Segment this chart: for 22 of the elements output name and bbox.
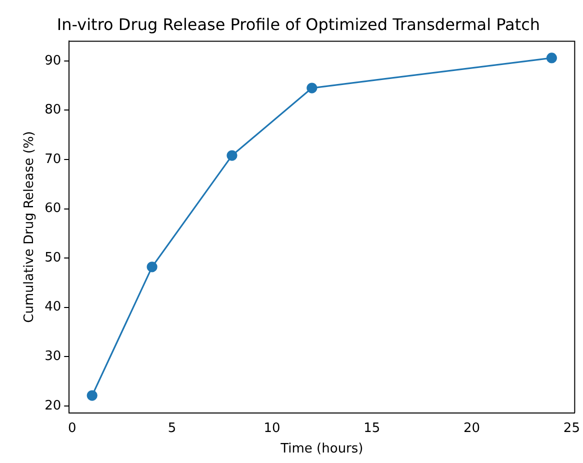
- point: [226, 150, 238, 161]
- x-tick-label: 10: [264, 420, 280, 436]
- x-tick-label: 25: [563, 420, 580, 436]
- y-tick-label: 50: [44, 250, 62, 266]
- point: [86, 390, 98, 401]
- y-tick-label: 30: [44, 348, 62, 364]
- y-axis-title: Cumulative Drug Release (%): [22, 131, 38, 323]
- y-tick-label: 40: [44, 300, 62, 315]
- x-axis-title: Time (hours): [280, 442, 364, 457]
- y-tick-label: 60: [44, 201, 62, 216]
- y-tick-label: 80: [44, 102, 62, 118]
- y-tick-label: 90: [44, 53, 62, 68]
- x-tick-label: 0: [68, 420, 76, 436]
- y-tick-label: 20: [44, 398, 62, 414]
- point: [546, 52, 558, 64]
- x-tick-label: 5: [168, 420, 176, 436]
- y-tick-label: 70: [44, 152, 62, 167]
- x-tick-label: 15: [364, 420, 380, 436]
- chart-title: In-vitro Drug Release Profile of Optimized Transdermal Patch: [56, 14, 540, 34]
- x-tick-label: 20: [464, 420, 480, 436]
- point: [306, 82, 318, 94]
- point: [146, 262, 158, 272]
